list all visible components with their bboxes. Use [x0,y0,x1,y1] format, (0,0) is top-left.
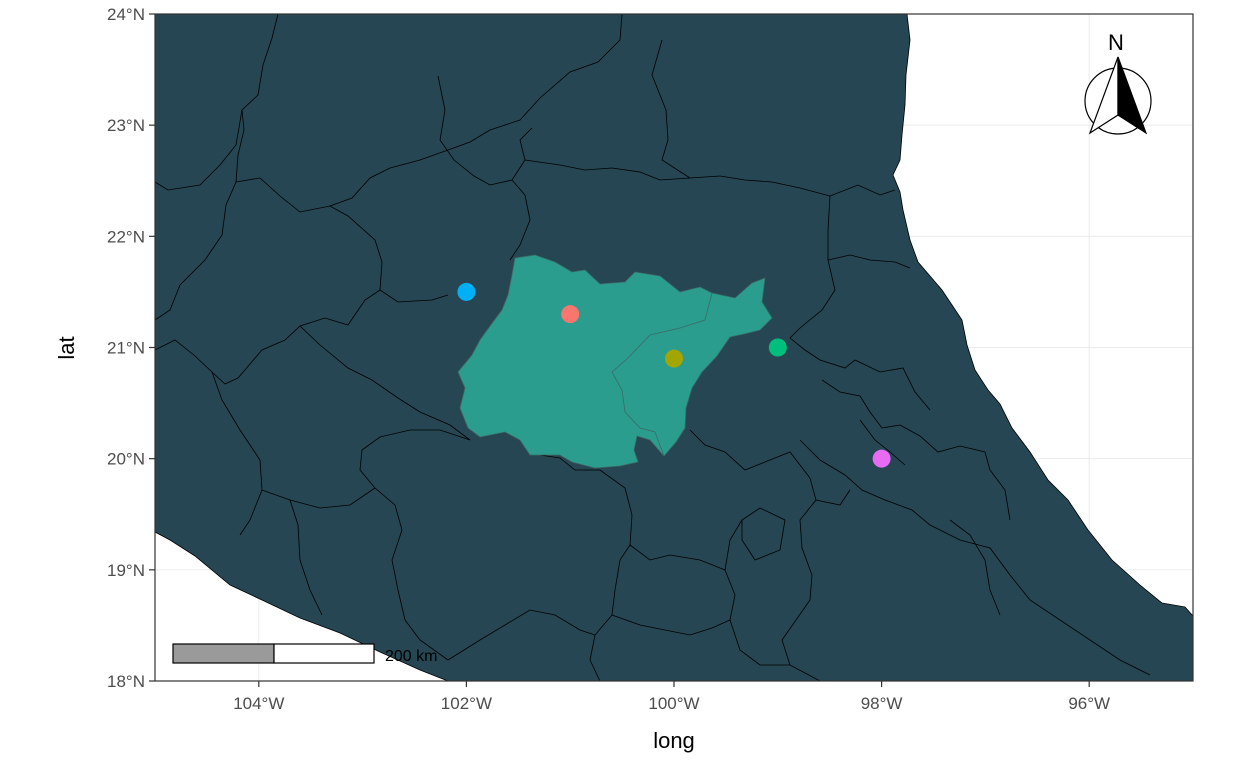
x-tick-label: 104°W [233,694,284,713]
highlight-inner-border [611,292,713,457]
highlight-region [457,254,773,469]
y-tick-label: 22°N [107,227,145,246]
north-arrow: N [1084,30,1152,135]
y-tick-label: 21°N [107,339,145,358]
data-point [872,449,891,468]
y-tick-label: 23°N [107,116,145,135]
x-tick-label: 98°W [861,694,903,713]
data-point [665,349,683,368]
north-arrow-right-half [1117,56,1148,135]
north-label: N [1108,30,1124,55]
scale-bar-right-segment [273,643,375,664]
x-tick-label: 96°W [1068,694,1110,713]
y-tick-label: 20°N [107,450,145,469]
region-borders [155,14,1151,681]
y-tick-label: 19°N [107,561,145,580]
x-axis-title: long [653,728,695,753]
data-point [768,338,787,357]
data-point [457,282,476,301]
data-point [561,305,580,324]
y-tick-label: 18°N [107,672,145,691]
x-tick-label: 100°W [648,694,699,713]
y-tick-label: 24°N [107,5,145,24]
x-tick-label: 102°W [441,694,492,713]
data-points [457,282,891,468]
scale-bar-left-segment [172,643,275,664]
scale-bar: 200 km [172,643,437,665]
axes: 104°W 102°W 100°W 98°W 96°W 18°N 19°N 20°N 21°N 2… [107,5,1110,713]
scale-bar-label: 200 km [385,648,437,665]
y-axis-title: lat [54,336,79,359]
